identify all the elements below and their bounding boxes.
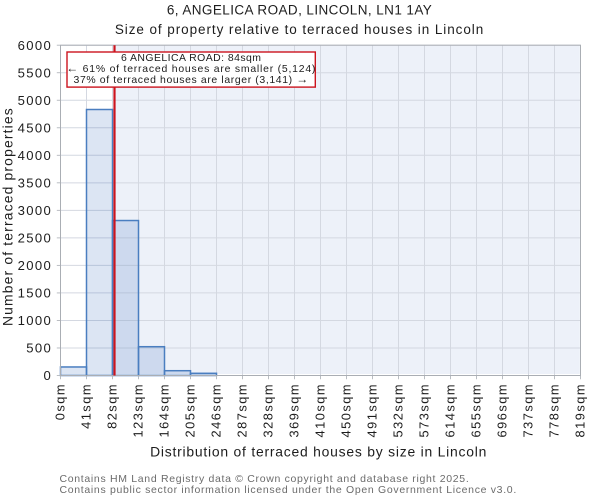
svg-text:Contains HM Land Registry data: Contains HM Land Registry data © Crown c… (60, 473, 470, 485)
svg-text:4000: 4000 (18, 148, 53, 163)
svg-text:Distribution of terraced house: Distribution of terraced houses by size … (150, 444, 487, 460)
svg-text:Size of property relative to t: Size of property relative to terraced ho… (115, 22, 484, 37)
svg-text:6000: 6000 (18, 38, 53, 53)
svg-text:0sqm: 0sqm (53, 383, 68, 420)
svg-text:655sqm: 655sqm (469, 383, 484, 438)
svg-text:369sqm: 369sqm (287, 383, 302, 438)
svg-text:450sqm: 450sqm (339, 383, 354, 438)
svg-text:41sqm: 41sqm (79, 383, 94, 429)
svg-text:6 ANGELICA ROAD: 84sqm: 6 ANGELICA ROAD: 84sqm (121, 53, 261, 64)
svg-text:491sqm: 491sqm (365, 383, 380, 438)
svg-text:328sqm: 328sqm (261, 383, 276, 438)
svg-text:410sqm: 410sqm (313, 383, 328, 438)
svg-text:3500: 3500 (18, 175, 53, 190)
svg-text:500: 500 (26, 341, 52, 356)
svg-text:778sqm: 778sqm (547, 383, 562, 438)
svg-text:6, ANGELICA ROAD, LINCOLN, LN1: 6, ANGELICA ROAD, LINCOLN, LN1 1AY (167, 2, 432, 17)
svg-text:Number of terraced properties: Number of terraced properties (0, 107, 15, 326)
svg-text:4500: 4500 (18, 120, 53, 135)
svg-text:614sqm: 614sqm (443, 383, 458, 438)
svg-text:164sqm: 164sqm (157, 383, 172, 438)
svg-text:573sqm: 573sqm (417, 383, 432, 438)
svg-text:1000: 1000 (18, 313, 53, 328)
svg-text:123sqm: 123sqm (131, 383, 146, 438)
svg-text:246sqm: 246sqm (209, 383, 224, 438)
svg-text:287sqm: 287sqm (235, 383, 250, 438)
svg-text:737sqm: 737sqm (521, 383, 536, 438)
svg-text:82sqm: 82sqm (105, 383, 120, 429)
svg-text:5000: 5000 (18, 93, 53, 108)
svg-text:1500: 1500 (18, 286, 53, 301)
svg-text:0: 0 (43, 368, 52, 383)
svg-text:205sqm: 205sqm (183, 383, 198, 438)
svg-text:819sqm: 819sqm (573, 383, 588, 438)
svg-text:Contains public sector informa: Contains public sector information licen… (60, 484, 517, 496)
svg-text:2000: 2000 (18, 258, 53, 273)
svg-text:5500: 5500 (18, 65, 53, 80)
svg-text:3000: 3000 (18, 203, 53, 218)
svg-text:2500: 2500 (18, 230, 53, 245)
svg-text:37% of terraced houses are lar: 37% of terraced houses are larger (3,141… (74, 72, 309, 86)
svg-text:532sqm: 532sqm (391, 383, 406, 438)
svg-text:← 61% of terraced houses are s: ← 61% of terraced houses are smaller (5,… (66, 61, 316, 75)
svg-text:696sqm: 696sqm (495, 383, 510, 438)
